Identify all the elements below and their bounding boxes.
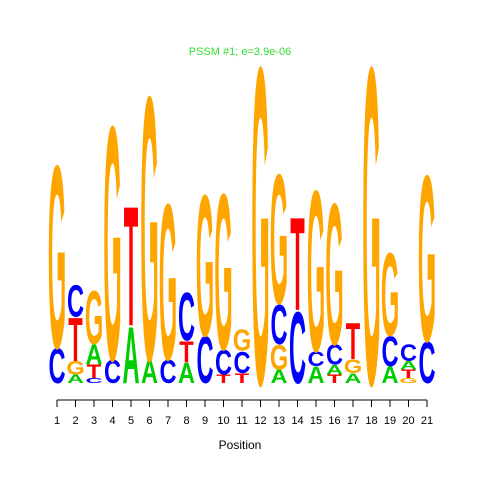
- logo-letter: C: [418, 329, 435, 396]
- x-tick-label: 18: [365, 415, 377, 427]
- logo-letter: C: [215, 344, 232, 383]
- logo-letter: T: [401, 367, 416, 380]
- logo-letter: T: [327, 372, 342, 385]
- logo-letter: C: [270, 294, 287, 357]
- x-tick-label: 13: [273, 415, 285, 427]
- logo-letter: T: [179, 335, 194, 370]
- logo-letter: G: [418, 125, 436, 391]
- logo-letter: T: [235, 371, 250, 387]
- logo-letter: T: [124, 171, 138, 362]
- logo-letter: G: [214, 146, 232, 396]
- x-tick-label: 5: [128, 415, 134, 427]
- logo-letter: G: [251, 0, 269, 480]
- logo-letter: A: [344, 371, 361, 387]
- logo-letter: G: [66, 358, 84, 379]
- x-tick-label: 16: [328, 415, 340, 427]
- logo-letter: G: [159, 157, 177, 407]
- logo-letter: G: [362, 0, 380, 480]
- x-tick-label: 17: [347, 415, 359, 427]
- x-tick-label: 8: [183, 415, 189, 427]
- x-tick-label: 6: [146, 415, 152, 427]
- logo-letter: C: [307, 347, 324, 371]
- logo-letter: C: [289, 291, 306, 405]
- logo-letter: G: [196, 154, 214, 379]
- logo-letter: G: [344, 356, 362, 377]
- logo-letter: T: [216, 372, 231, 385]
- logo-letter: T: [87, 361, 101, 382]
- x-tick-label: 2: [72, 415, 78, 427]
- logo-letter: C: [159, 354, 176, 391]
- logo-letter: G: [399, 376, 417, 384]
- chart-title: PSSM #1; e=3.9e-06: [189, 46, 291, 58]
- logo-letter: A: [381, 363, 398, 389]
- logo-letter: A: [400, 359, 417, 372]
- x-tick-label: 4: [109, 415, 115, 427]
- x-tick-label: 3: [91, 415, 97, 427]
- x-tick-label: 10: [217, 415, 229, 427]
- x-tick-label: 1: [54, 415, 60, 427]
- x-tick-label: 20: [402, 415, 414, 427]
- logo-letter: G: [233, 323, 251, 358]
- x-tick-label: 15: [310, 415, 322, 427]
- logo-letter: G: [85, 275, 103, 360]
- x-tick-label: 21: [421, 415, 433, 427]
- x-tick-label: 11: [236, 415, 247, 427]
- logo-letter: T: [68, 305, 83, 374]
- logo-letter: A: [307, 363, 324, 389]
- x-tick-label: 19: [384, 415, 396, 427]
- x-tick-label: 7: [165, 415, 171, 427]
- logo-letter: T: [290, 192, 304, 340]
- logo-letter: G: [48, 112, 66, 404]
- logo-letter: C: [381, 329, 398, 376]
- logo-letter: C: [400, 341, 417, 367]
- logo-letter: C: [196, 323, 213, 398]
- logo-letter: G: [140, 18, 158, 440]
- logo-letter: T: [346, 312, 361, 371]
- logo-letter: C: [85, 376, 103, 384]
- x-tick-label: 14: [291, 415, 303, 427]
- logo-letter: C: [48, 340, 65, 395]
- x-axis-title: Position: [219, 438, 262, 452]
- logo-letter: A: [85, 338, 102, 371]
- logo-letter: G: [307, 142, 325, 399]
- logo-letter: C: [233, 345, 250, 380]
- logo-letter: C: [326, 338, 343, 371]
- logo-letter: C: [178, 278, 195, 356]
- logo-letter: C: [67, 275, 84, 326]
- logo-letter: G: [381, 230, 399, 362]
- x-tick-label: 9: [202, 415, 208, 427]
- logo-letter: G: [270, 135, 288, 343]
- logo-letter: A: [270, 366, 287, 387]
- x-tick-label: 12: [254, 415, 266, 427]
- logo-letter: C: [104, 354, 121, 391]
- logo-letter: G: [325, 163, 343, 388]
- logo-letter: G: [103, 57, 121, 431]
- logo-letter: A: [67, 372, 84, 385]
- logo-letter: A: [326, 362, 343, 378]
- logo-letter: G: [270, 339, 288, 378]
- logo-letter: A: [122, 310, 139, 401]
- logo-letter: A: [178, 357, 195, 390]
- logo-letter: A: [141, 354, 158, 391]
